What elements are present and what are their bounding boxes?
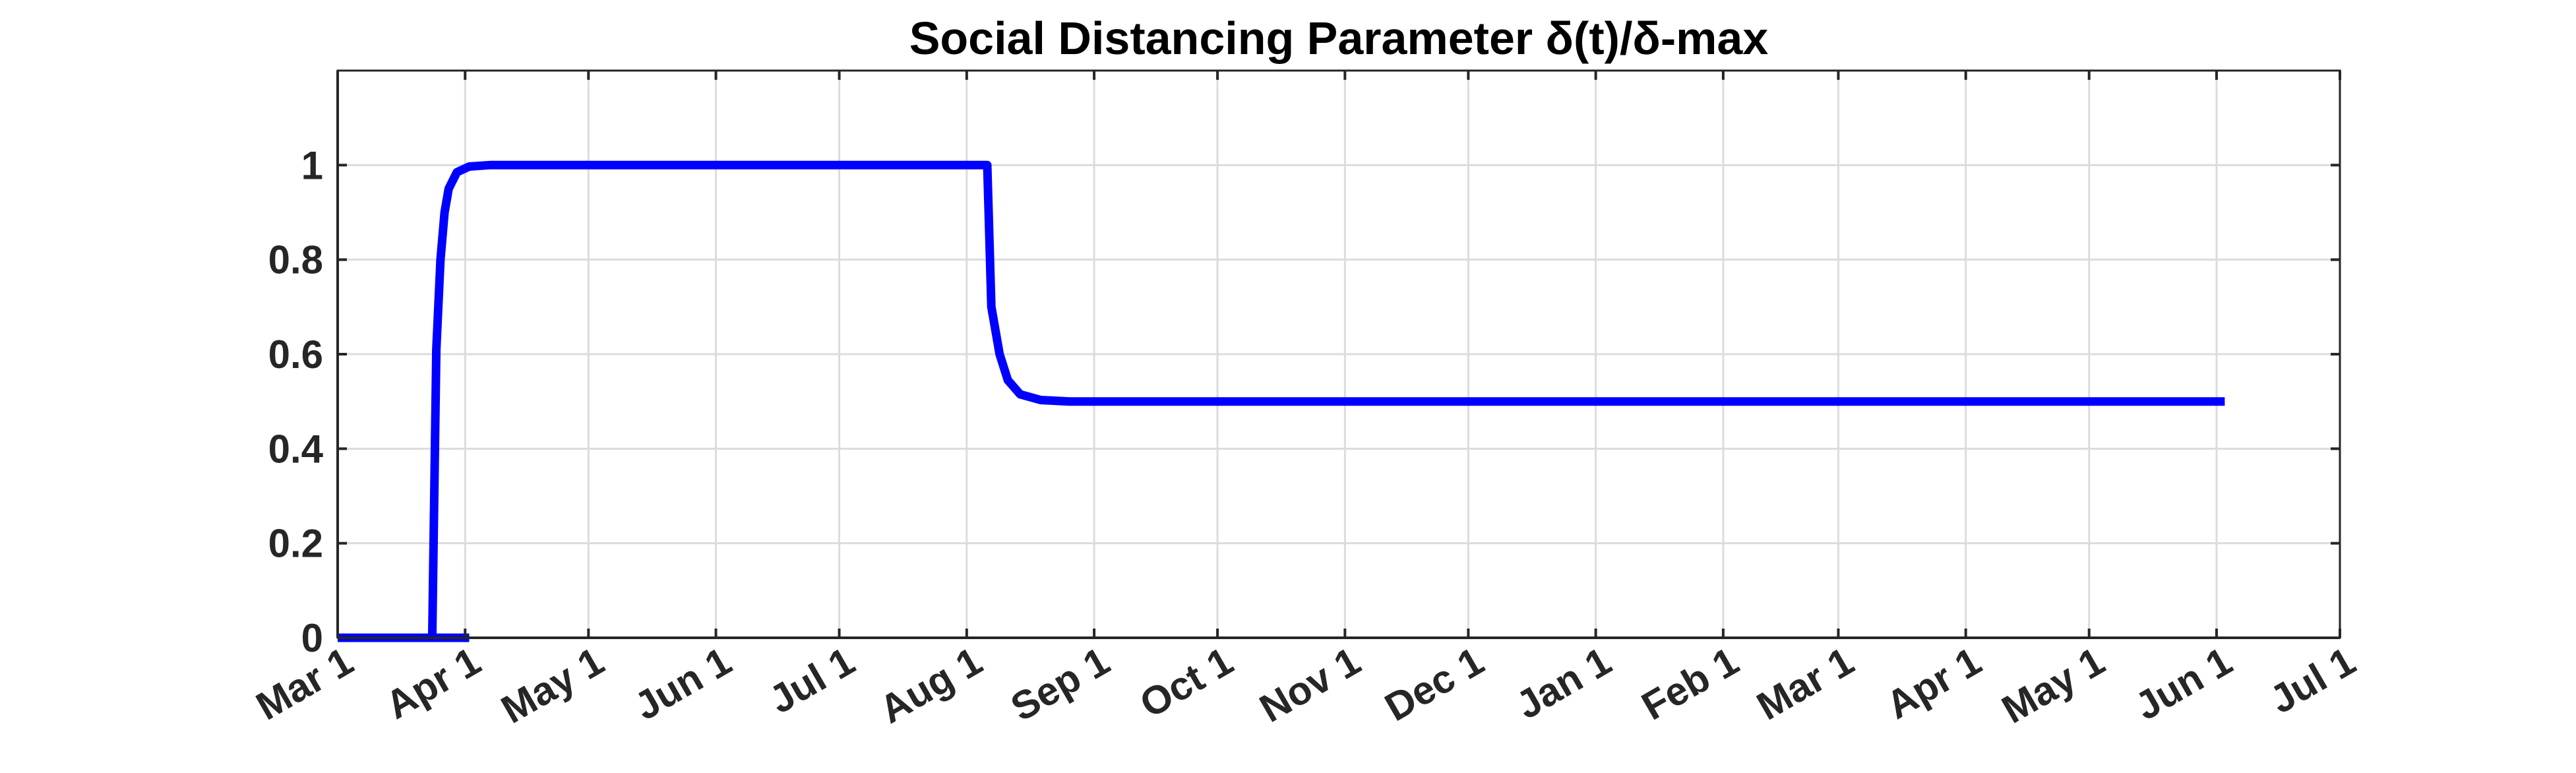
x-tick-label: Jul 1 [2263, 638, 2363, 722]
x-tick-label: Apr 1 [378, 638, 487, 727]
y-tick-label: 0.4 [268, 427, 324, 471]
chart-title: Social Distancing Parameter δ(t)/δ-max [909, 13, 1769, 64]
y-tick-label: 0.8 [268, 238, 323, 282]
y-tick-label: 0.6 [268, 332, 323, 377]
x-tick-label: Dec 1 [1378, 638, 1491, 729]
tick-labels: Mar 1 Apr 1 May 1 Jun 1 Jul 1 Aug 1 Sep 1 Oct 1… [249, 143, 2362, 731]
x-tick-label: Apr 1 [1879, 638, 1988, 727]
axes [336, 69, 2341, 639]
x-tick-label: Jan 1 [1509, 638, 1618, 727]
x-tick-label: Oct 1 [1132, 638, 1240, 726]
y-tick-label: 1 [301, 143, 323, 187]
x-tick-label: Jun 1 [2128, 638, 2239, 728]
x-tick-label: Jun 1 [627, 638, 739, 728]
x-tick-label: May 1 [1994, 638, 2112, 731]
x-tick-label: Mar 1 [1750, 638, 1861, 728]
x-tick-label: May 1 [494, 638, 611, 731]
x-tick-label: Feb 1 [1634, 638, 1746, 728]
series-layer [338, 160, 2225, 642]
series-line [338, 160, 2225, 642]
x-tick-label: Aug 1 [872, 638, 989, 731]
y-tick-label: 0.2 [268, 522, 323, 566]
y-tick-label: 0 [301, 616, 323, 660]
x-tick-label: Nov 1 [1252, 638, 1368, 731]
x-tick-label: Sep 1 [1003, 638, 1117, 729]
grid [336, 71, 2341, 639]
x-tick-label: Jul 1 [762, 638, 862, 722]
